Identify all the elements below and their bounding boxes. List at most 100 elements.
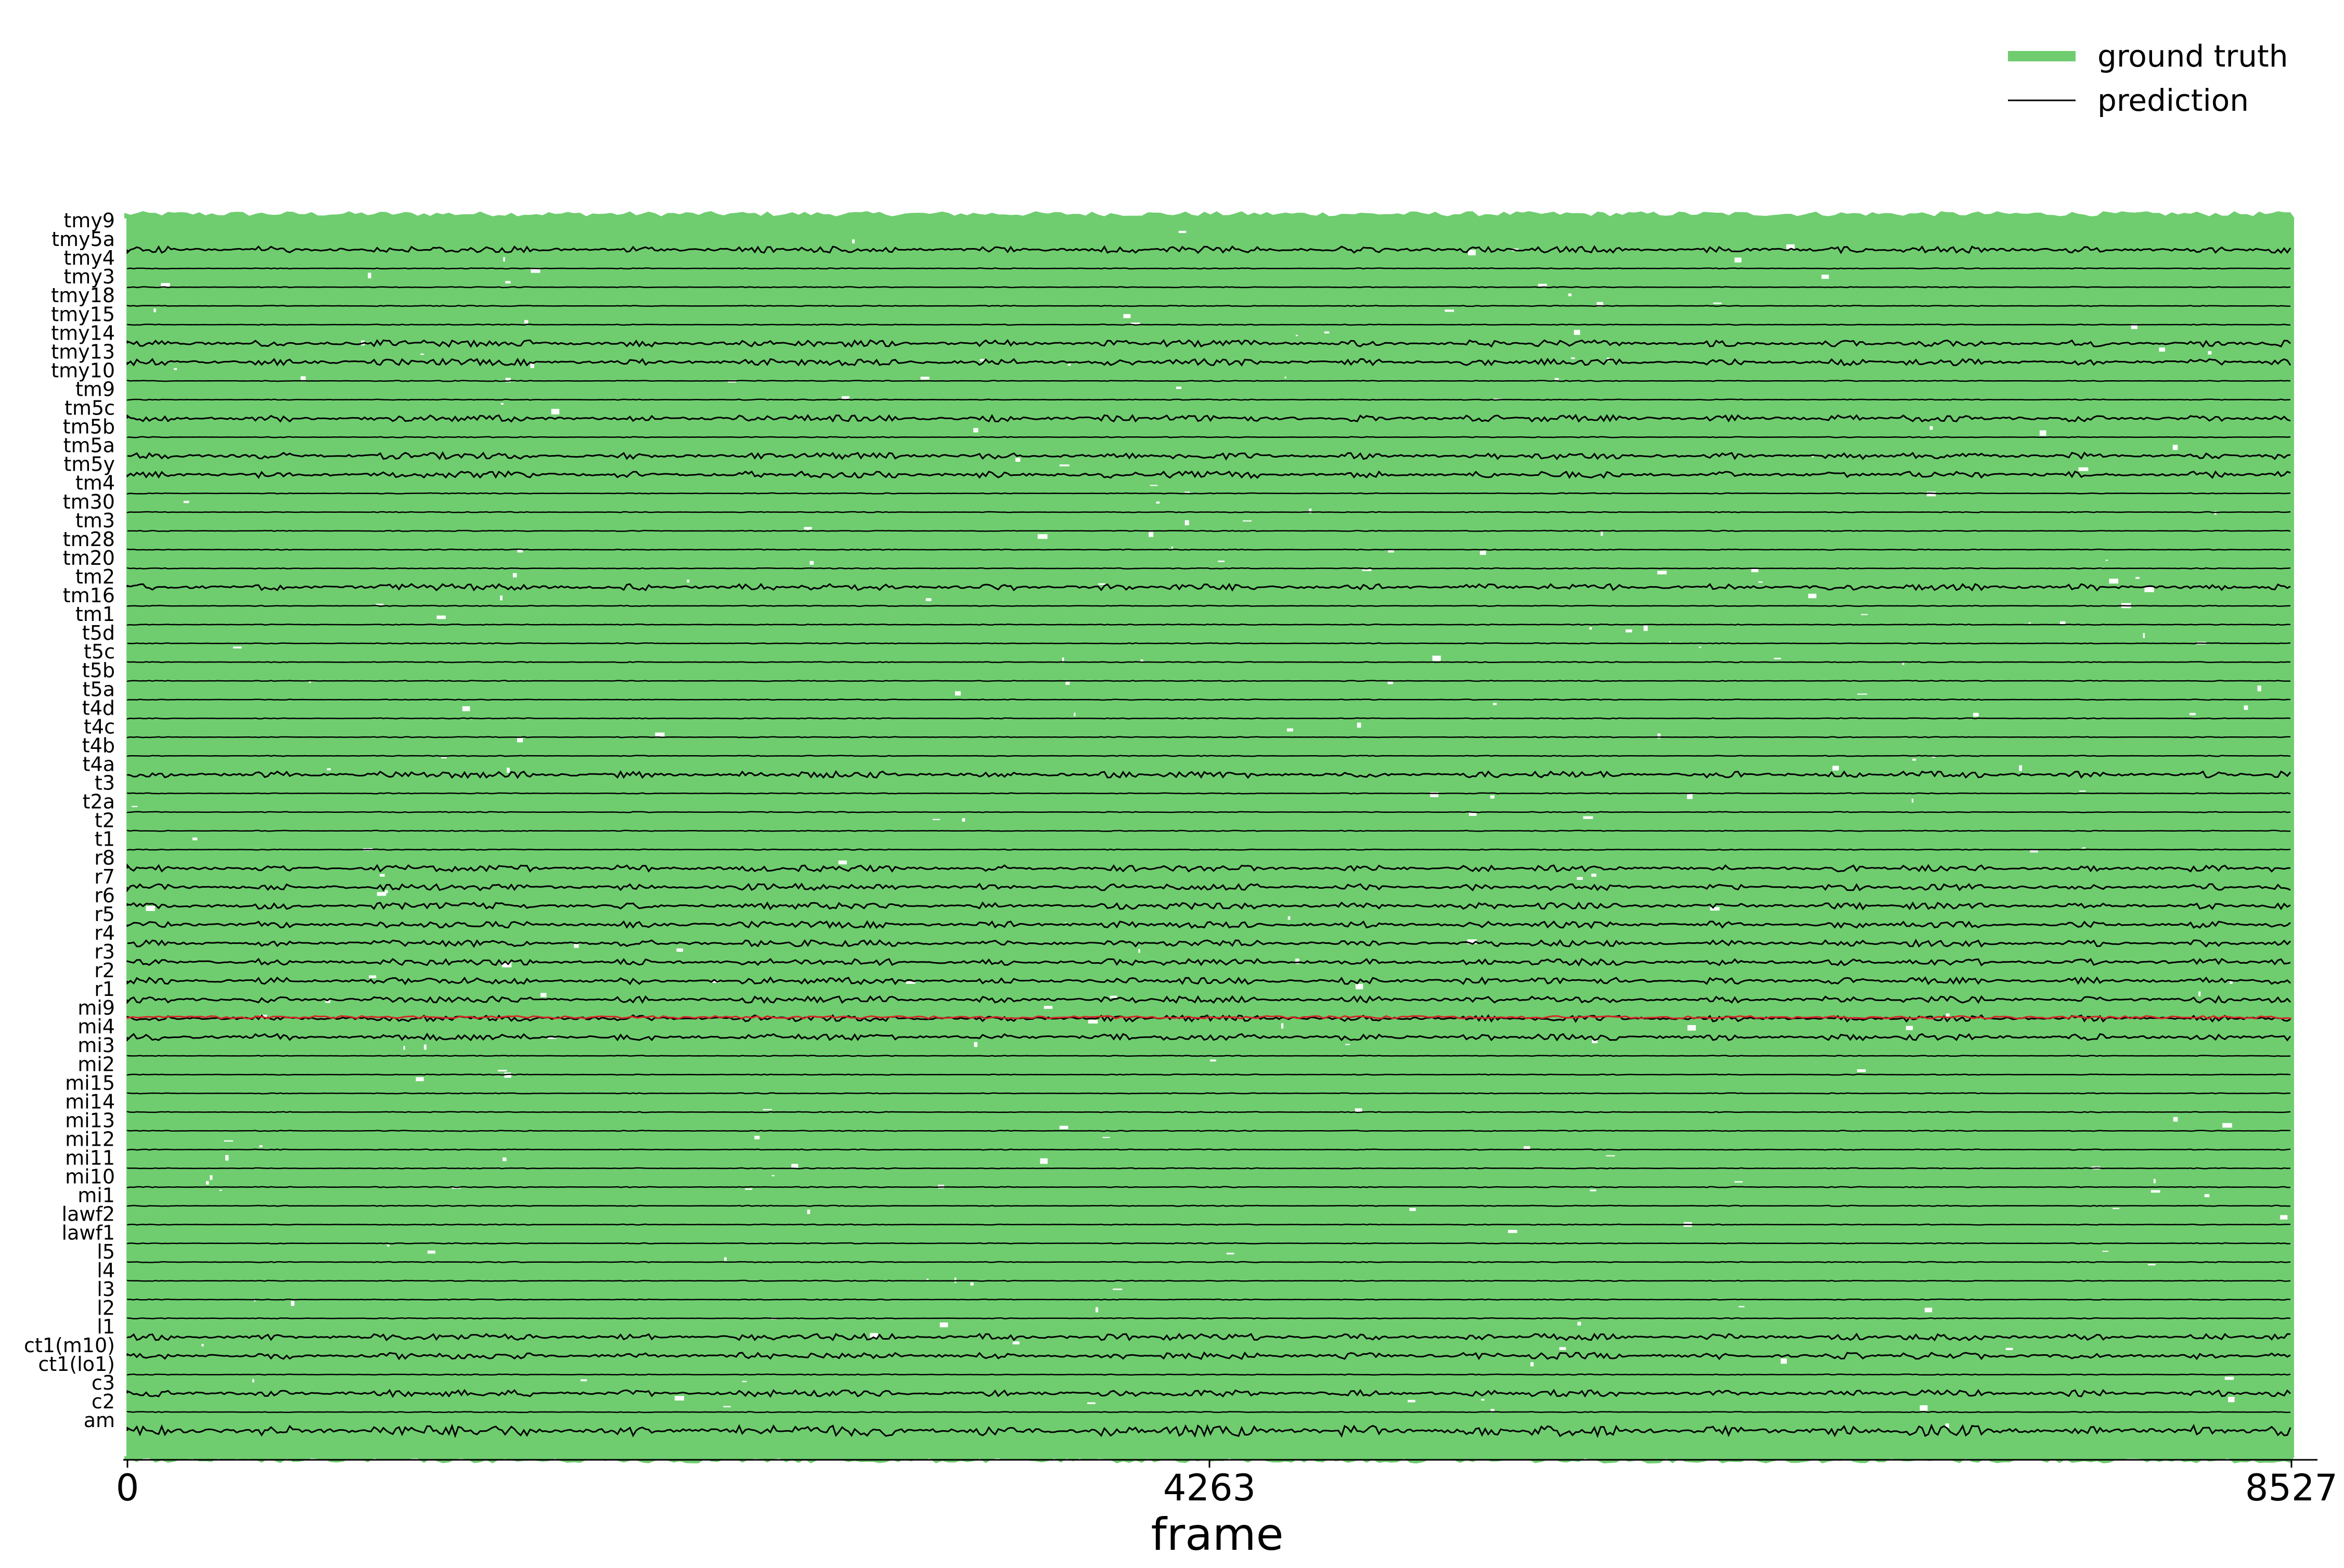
ground-truth-gap — [531, 267, 540, 273]
ground-truth-gap — [1973, 712, 1979, 717]
ground-truth-gap — [2005, 1347, 2013, 1350]
ground-truth-gap — [754, 1135, 760, 1139]
row-label-t2: t2 — [95, 809, 115, 832]
prediction-trace-l3 — [126, 1298, 2291, 1301]
ground-truth-top-edge — [124, 211, 2295, 218]
prediction-trace-ct1m10 — [126, 1351, 2291, 1360]
row-label-tm16: tm16 — [63, 584, 115, 607]
prediction-trace-t5a — [126, 698, 2291, 701]
ground-truth-gap — [252, 1379, 254, 1383]
row-label-mi10: mi10 — [65, 1165, 115, 1188]
ground-truth-gap — [842, 396, 849, 400]
ground-truth-gap — [1490, 1409, 1495, 1413]
ground-truth-gap — [1287, 916, 1291, 920]
ground-truth-gap — [980, 359, 985, 361]
prediction-trace-mi2 — [126, 1073, 2291, 1076]
prediction-trace-tmy13 — [126, 357, 2291, 367]
prediction-trace-mi12 — [126, 1148, 2291, 1151]
x-tick-label-0: 0 — [116, 1467, 139, 1509]
prediction-trace-t2 — [126, 830, 2291, 832]
prediction-trace-tmy3 — [126, 286, 2291, 289]
ground-truth-gap — [1088, 1019, 1098, 1024]
ground-truth-gap — [1812, 456, 1814, 458]
ground-truth-gap — [2144, 587, 2154, 592]
ground-truth-gap — [132, 806, 138, 807]
ground-truth-gap — [1040, 1158, 1048, 1164]
row-label-t4b: t4b — [82, 734, 115, 757]
ground-truth-gap — [291, 1301, 294, 1306]
prediction-trace-r6 — [126, 901, 2291, 911]
ground-truth-gap — [771, 1175, 775, 1176]
ground-truth-gap — [2153, 1178, 2156, 1184]
ground-truth-gap — [183, 501, 189, 503]
ground-truth-gap — [368, 273, 371, 279]
ground-truth-gap — [2135, 577, 2140, 579]
ground-truth-gap — [498, 1070, 507, 1072]
row-label-l3: l3 — [97, 1278, 115, 1301]
ground-truth-gap — [387, 1245, 390, 1247]
prediction-trace-r1 — [126, 995, 2291, 1004]
ground-truth-gap — [1657, 571, 1667, 575]
prediction-trace-mi10 — [126, 1186, 2291, 1188]
prediction-trace-tm30 — [126, 511, 2291, 513]
ground-truth-gap — [1832, 766, 1839, 771]
row-label-tm4: tm4 — [75, 472, 115, 495]
ground-truth-gap — [687, 579, 690, 582]
ground-truth-gap — [2019, 765, 2022, 771]
ground-truth-gap — [1345, 1044, 1350, 1045]
ground-truth-gap — [416, 1077, 424, 1081]
ground-truth-gap — [804, 527, 812, 530]
ground-truth-gap — [1479, 550, 1486, 555]
prediction-trace-c3 — [126, 1389, 2291, 1398]
ground-truth-gap — [1523, 1146, 1530, 1150]
ground-truth-gap — [1171, 546, 1174, 549]
ground-truth-gap — [2113, 1208, 2120, 1209]
ground-truth-gap — [1037, 534, 1048, 539]
prediction-trace-mi11 — [126, 1167, 2291, 1170]
x-tick-label-8527: 8527 — [2245, 1467, 2338, 1509]
prediction-trace-t4d — [126, 717, 2291, 720]
row-label-r4: r4 — [94, 922, 115, 944]
ground-truth-gap — [2204, 1194, 2210, 1197]
row-label-tmy10: tmy10 — [51, 359, 115, 382]
ground-truth-gap — [377, 892, 387, 896]
ground-truth-gap — [1184, 520, 1189, 525]
row-label-tm1: tm1 — [75, 603, 115, 626]
row-label-t2a: t2a — [83, 791, 115, 813]
ground-truth-gap — [724, 1257, 727, 1261]
ground-truth-gap — [574, 943, 579, 948]
row-label-mi1: mi1 — [78, 1184, 115, 1207]
row-labels: tmy9tmy5atmy4tmy3tmy18tmy15tmy14tmy13tmy… — [24, 209, 115, 1432]
row-label-l1: l1 — [97, 1315, 115, 1338]
prediction-trace-tm4 — [126, 492, 2291, 495]
ground-truth-gap — [1583, 816, 1593, 819]
row-label-t3: t3 — [95, 772, 115, 795]
ground-truth-gap — [1284, 377, 1286, 379]
ground-truth-gap — [420, 353, 424, 355]
ground-truth-gap — [2159, 347, 2165, 352]
ground-truth-gap — [219, 1189, 222, 1191]
ground-truth-gap — [1387, 681, 1393, 684]
ground-truth-gap — [655, 732, 665, 737]
row-label-mi2: mi2 — [78, 1053, 115, 1075]
prediction-trace-tm5b — [126, 436, 2291, 438]
ground-truth-gap — [1430, 792, 1439, 797]
row-label-mi13: mi13 — [65, 1109, 115, 1132]
prediction-trace-l5 — [126, 1261, 2291, 1263]
row-label-r8: r8 — [94, 847, 115, 870]
ground-truth-gap — [763, 1109, 772, 1110]
ground-truth-gap — [517, 549, 523, 553]
ground-truth-gap — [2148, 1264, 2156, 1266]
prediction-trace-mi3 — [126, 1055, 2291, 1057]
ground-truth-gap — [1286, 728, 1293, 732]
ground-truth-gap — [926, 1278, 929, 1281]
ground-truth-gap — [259, 1145, 263, 1148]
ground-truth-gap — [2172, 445, 2178, 450]
ground-truth-gap — [1243, 520, 1252, 522]
ground-truth-gap — [1591, 873, 1596, 877]
row-label-t4d: t4d — [82, 696, 115, 719]
prediction-trace-c2 — [126, 1411, 2291, 1414]
x-axis: 0 4263 8527 frame — [116, 1459, 2338, 1561]
ground-truth-gap — [1098, 583, 1105, 585]
prediction-trace-t5d — [127, 642, 2291, 645]
